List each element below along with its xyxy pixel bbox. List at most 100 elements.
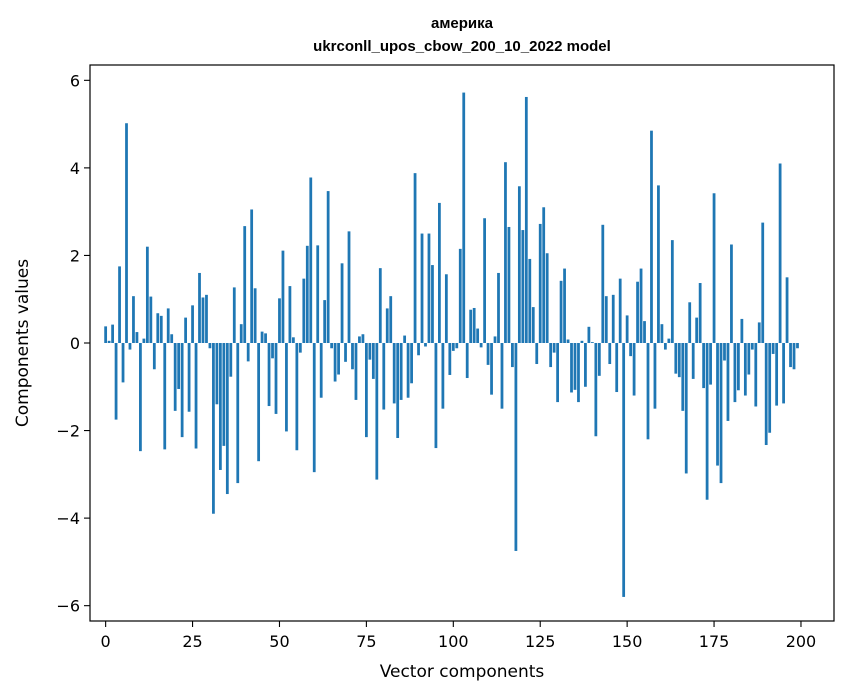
x-tick-label: 50 (269, 632, 289, 651)
bar (250, 209, 254, 343)
bar (159, 315, 163, 343)
bar (688, 302, 692, 343)
bar (205, 294, 208, 343)
bar (524, 96, 528, 344)
bar (118, 266, 121, 343)
x-axis-ticks: 0 25 50 75 100 125 150 175 200 (101, 621, 816, 651)
bar (347, 231, 351, 343)
bar (246, 343, 250, 362)
bar (653, 343, 657, 409)
bar (396, 343, 400, 438)
bar (135, 332, 139, 343)
bar (743, 343, 747, 396)
bar (570, 343, 573, 393)
bar (152, 343, 156, 370)
bar (278, 298, 281, 343)
bar (726, 343, 730, 421)
bar (344, 343, 347, 362)
bar (434, 343, 438, 449)
bar (337, 343, 340, 375)
bar (629, 343, 633, 357)
bar (232, 287, 236, 343)
bar (191, 305, 194, 343)
bar (737, 343, 740, 391)
bar (542, 207, 546, 343)
x-tick-label: 100 (438, 632, 469, 651)
bar (438, 202, 441, 343)
bar (239, 324, 243, 343)
bar (184, 317, 187, 343)
bar (243, 226, 247, 343)
bar (618, 278, 622, 343)
bar (365, 343, 368, 438)
bar (750, 343, 754, 350)
bar (173, 343, 177, 411)
bar (632, 343, 636, 396)
bar (792, 343, 796, 370)
bar (354, 343, 358, 400)
bar (625, 315, 629, 343)
bar (302, 278, 306, 343)
bar (298, 343, 302, 353)
bar (528, 258, 532, 343)
bar (670, 240, 674, 343)
bar (483, 218, 486, 343)
bar (577, 343, 580, 403)
bar (312, 343, 316, 473)
bar (274, 343, 278, 414)
bar (465, 343, 469, 379)
bar (385, 308, 389, 343)
bar (636, 281, 639, 343)
bar (545, 253, 549, 343)
bar (462, 92, 466, 343)
bar (643, 321, 646, 343)
bar (754, 343, 758, 407)
bar (723, 343, 726, 361)
bar (156, 313, 160, 343)
bar (681, 343, 685, 411)
bar (705, 343, 709, 500)
bar (650, 130, 653, 343)
bar (295, 343, 299, 451)
bar (448, 343, 452, 375)
bar (455, 343, 459, 349)
bar (552, 343, 556, 353)
bar (504, 162, 507, 343)
bar (236, 343, 240, 484)
bar (333, 343, 337, 382)
bar (580, 340, 584, 343)
bar (225, 343, 229, 495)
bar (764, 343, 768, 446)
bar (451, 343, 455, 351)
x-tick-label: 25 (182, 632, 202, 651)
bar (674, 343, 678, 374)
bar (371, 343, 375, 379)
bar (288, 286, 292, 343)
bar (170, 334, 174, 343)
bar (782, 343, 785, 404)
bar (285, 343, 288, 432)
bar (702, 343, 706, 389)
bar (420, 233, 424, 343)
bar (507, 226, 511, 343)
bar (663, 343, 667, 350)
bar (691, 343, 695, 379)
bar (716, 343, 719, 466)
bar (291, 337, 295, 343)
bar (757, 322, 761, 343)
bar (260, 331, 264, 343)
x-axis-label: Vector components (380, 662, 545, 682)
bar (486, 343, 490, 365)
bar (114, 343, 118, 420)
bar (378, 268, 382, 343)
bar (375, 343, 379, 480)
bar (660, 324, 664, 343)
bar (215, 343, 219, 405)
bar (719, 343, 723, 484)
bar (730, 244, 733, 343)
bar (608, 343, 612, 365)
bar (132, 296, 135, 343)
bar (340, 263, 344, 343)
bar (771, 343, 775, 354)
